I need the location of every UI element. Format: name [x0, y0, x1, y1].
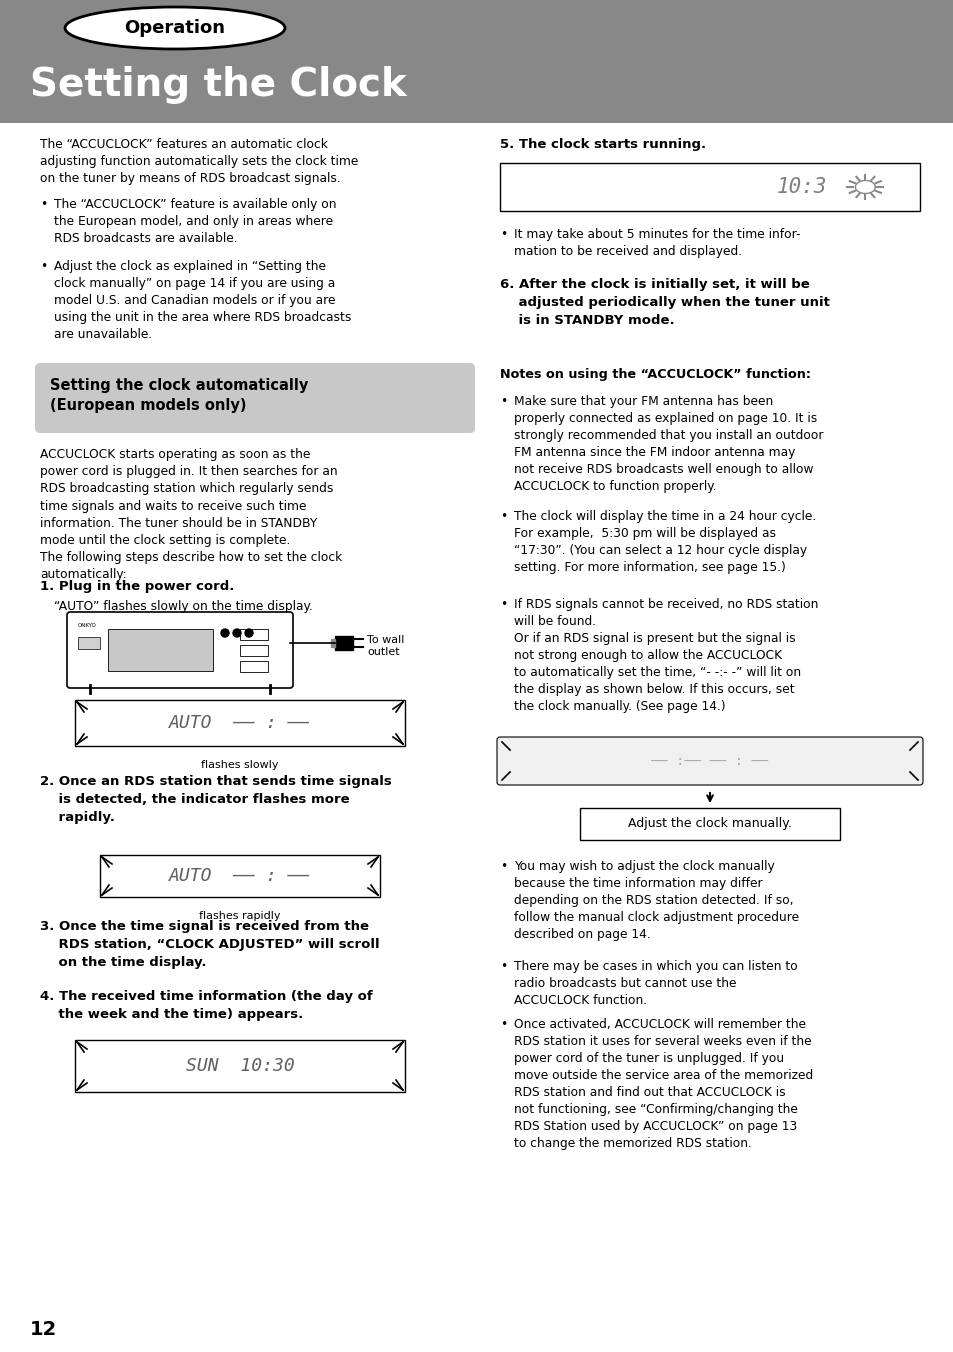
- Bar: [499, 164, 919, 211]
- Text: •: •: [499, 860, 507, 873]
- Text: There may be cases in which you can listen to
radio broadcasts but cannot use th: There may be cases in which you can list…: [514, 960, 797, 1007]
- Polygon shape: [335, 635, 353, 650]
- Text: flashes slowly: flashes slowly: [201, 760, 278, 771]
- FancyBboxPatch shape: [0, 0, 953, 123]
- Bar: [78, 637, 100, 649]
- Text: ONKYO: ONKYO: [78, 623, 97, 627]
- Text: “AUTO” flashes slowly on the time display.: “AUTO” flashes slowly on the time displa…: [54, 600, 313, 612]
- Text: Operation: Operation: [125, 19, 225, 37]
- Text: Setting the Clock: Setting the Clock: [30, 66, 406, 104]
- Bar: [75, 1040, 405, 1092]
- FancyBboxPatch shape: [497, 737, 923, 786]
- Text: If RDS signals cannot be received, no RDS station
will be found.
Or if an RDS si: If RDS signals cannot be received, no RD…: [514, 598, 818, 713]
- Text: The “ACCUCLOCK” features an automatic clock
adjusting function automatically set: The “ACCUCLOCK” features an automatic cl…: [40, 138, 358, 185]
- Text: It may take about 5 minutes for the time infor-
mation to be received and displa: It may take about 5 minutes for the time…: [514, 228, 800, 258]
- Text: AUTO  –– : ––: AUTO –– : ––: [169, 867, 311, 886]
- Text: SUN  10:30: SUN 10:30: [186, 1057, 294, 1075]
- Bar: [0, 0, 953, 20]
- Text: •: •: [499, 228, 507, 241]
- Circle shape: [233, 629, 241, 637]
- Text: To wall
outlet: To wall outlet: [367, 635, 404, 657]
- Bar: [240, 645, 268, 656]
- Circle shape: [245, 629, 253, 637]
- Text: flashes rapidly: flashes rapidly: [199, 911, 280, 921]
- Text: Setting the clock automatically
(European models only): Setting the clock automatically (Europea…: [50, 379, 308, 414]
- Ellipse shape: [65, 7, 285, 49]
- Text: Adjust the clock manually.: Adjust the clock manually.: [627, 818, 791, 830]
- Text: •: •: [499, 395, 507, 408]
- Bar: [100, 854, 379, 896]
- FancyBboxPatch shape: [35, 362, 475, 433]
- Bar: [240, 661, 268, 672]
- Text: You may wish to adjust the clock manually
because the time information may diffe: You may wish to adjust the clock manuall…: [514, 860, 799, 941]
- Bar: [579, 808, 840, 840]
- Text: 12: 12: [30, 1320, 57, 1338]
- Text: ACCUCLOCK starts operating as soon as the
power cord is plugged in. It then sear: ACCUCLOCK starts operating as soon as th…: [40, 448, 342, 581]
- Text: AUTO  –– : ––: AUTO –– : ––: [169, 714, 311, 731]
- Bar: [75, 700, 405, 746]
- Bar: [108, 629, 213, 671]
- Text: •: •: [499, 510, 507, 523]
- Polygon shape: [331, 639, 335, 648]
- Text: The clock will display the time in a 24 hour cycle.
For example,  5:30 pm will b: The clock will display the time in a 24 …: [514, 510, 816, 575]
- Text: Adjust the clock as explained in “Setting the
clock manually” on page 14 if you : Adjust the clock as explained in “Settin…: [54, 260, 351, 341]
- Bar: [240, 629, 268, 639]
- Text: •: •: [499, 1018, 507, 1032]
- Text: –– :–– –– : ––: –– :–– –– : ––: [651, 754, 768, 768]
- Text: •: •: [499, 598, 507, 611]
- Text: 6. After the clock is initially set, it will be
    adjusted periodically when t: 6. After the clock is initially set, it …: [499, 279, 829, 327]
- Text: 4. The received time information (the day of
    the week and the time) appears.: 4. The received time information (the da…: [40, 990, 373, 1021]
- Text: 5. The clock starts running.: 5. The clock starts running.: [499, 138, 705, 151]
- Text: •: •: [40, 260, 48, 273]
- FancyBboxPatch shape: [67, 612, 293, 688]
- Text: 3. Once the time signal is received from the
    RDS station, “CLOCK ADJUSTED” w: 3. Once the time signal is received from…: [40, 919, 379, 969]
- Circle shape: [221, 629, 229, 637]
- Text: 2. Once an RDS station that sends time signals
    is detected, the indicator fl: 2. Once an RDS station that sends time s…: [40, 775, 392, 823]
- Text: 10:3: 10:3: [777, 177, 827, 197]
- Text: Once activated, ACCUCLOCK will remember the
RDS station it uses for several week: Once activated, ACCUCLOCK will remember …: [514, 1018, 812, 1151]
- Text: 1. Plug in the power cord.: 1. Plug in the power cord.: [40, 580, 234, 594]
- Text: •: •: [40, 197, 48, 211]
- Text: Notes on using the “ACCUCLOCK” function:: Notes on using the “ACCUCLOCK” function:: [499, 368, 810, 381]
- Text: •: •: [499, 960, 507, 973]
- Text: Make sure that your FM antenna has been
properly connected as explained on page : Make sure that your FM antenna has been …: [514, 395, 822, 493]
- Text: The “ACCUCLOCK” feature is available only on
the European model, and only in are: The “ACCUCLOCK” feature is available onl…: [54, 197, 336, 245]
